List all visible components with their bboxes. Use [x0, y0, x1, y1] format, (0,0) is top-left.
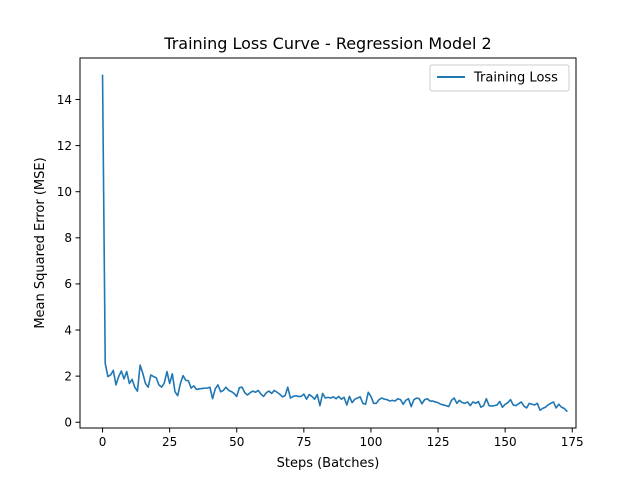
legend-box [429, 64, 570, 92]
x-tick-label: 125 [427, 435, 450, 449]
x-tick-label: 150 [494, 435, 517, 449]
y-tick-label: 6 [64, 277, 72, 291]
y-axis-ticks: 0 2 4 6 8 10 12 14 [57, 93, 80, 430]
legend: Training Loss [429, 64, 570, 92]
x-axis-ticks: 0 25 50 75 100 125 150 175 [99, 428, 584, 449]
y-tick-label: 10 [57, 185, 72, 199]
x-tick-label: 100 [359, 435, 382, 449]
x-tick-label: 25 [162, 435, 177, 449]
x-tick-label: 175 [561, 435, 584, 449]
y-tick-label: 12 [57, 139, 72, 153]
y-tick-label: 8 [64, 231, 72, 245]
x-tick-label: 50 [229, 435, 244, 449]
legend-label: Training Loss [473, 71, 558, 86]
chart-title: Training Loss Curve - Regression Model 2 [163, 34, 491, 53]
series-layer [101, 74, 568, 412]
y-tick-label: 14 [57, 93, 72, 107]
plot-area [79, 57, 577, 429]
y-tick-label: 0 [64, 416, 72, 430]
y-tick-label: 2 [64, 369, 72, 383]
series-line-training-loss [101, 74, 568, 412]
x-tick-label: 75 [296, 435, 311, 449]
y-axis-label: Mean Squared Error (MSE) [33, 157, 48, 328]
plot-frame [79, 57, 577, 429]
x-axis-label: Steps (Batches) [277, 456, 380, 471]
y-tick-label: 4 [64, 323, 72, 337]
x-tick-label: 0 [99, 435, 107, 449]
